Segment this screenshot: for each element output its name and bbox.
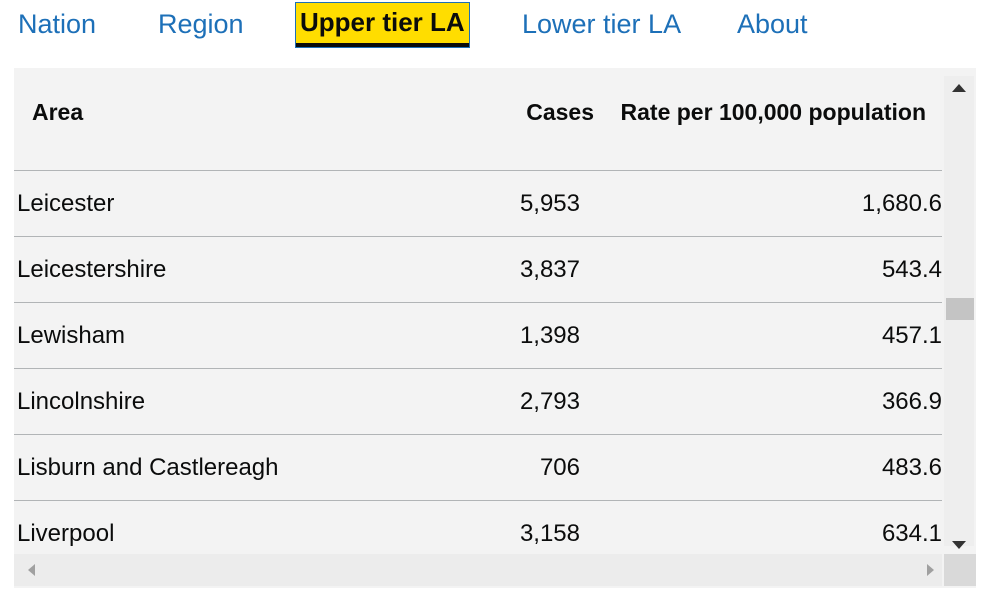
cell-rate: 543.4 bbox=[594, 236, 942, 303]
cell-area: Leicester bbox=[14, 170, 454, 237]
area-type-tabs: Nation Region Upper tier LA Lower tier L… bbox=[0, 0, 1000, 52]
triangle-left-icon[interactable] bbox=[28, 564, 35, 576]
cell-area: Lisburn and Castlereagh bbox=[14, 434, 454, 501]
cell-rate: 457.1 bbox=[594, 302, 942, 369]
cases-table: Area Cases Rate per 100,000 population L… bbox=[14, 68, 942, 546]
column-header-area[interactable]: Area bbox=[14, 68, 454, 171]
table-row: Lewisham 1,398 457.1 bbox=[14, 302, 942, 369]
column-header-cases[interactable]: Cases bbox=[454, 68, 594, 171]
cell-rate: 634.1 bbox=[594, 500, 942, 546]
tab-about[interactable]: About bbox=[737, 9, 808, 39]
triangle-up-icon[interactable] bbox=[952, 84, 966, 92]
table-row: Leicester 5,953 1,680.6 bbox=[14, 170, 942, 237]
cell-cases: 5,953 bbox=[454, 170, 594, 237]
triangle-down-icon[interactable] bbox=[952, 541, 966, 549]
vertical-scrollbar[interactable] bbox=[944, 76, 974, 549]
cases-table-panel: Area Cases Rate per 100,000 population L… bbox=[14, 68, 976, 588]
horizontal-scrollbar[interactable] bbox=[14, 554, 942, 586]
table-row: Lincolnshire 2,793 366.9 bbox=[14, 368, 942, 435]
cell-cases: 3,158 bbox=[454, 500, 594, 546]
cell-cases: 3,837 bbox=[454, 236, 594, 303]
tab-lower-tier-la[interactable]: Lower tier LA bbox=[522, 9, 682, 39]
tab-region[interactable]: Region bbox=[158, 9, 244, 39]
cell-rate: 1,680.6 bbox=[594, 170, 942, 237]
table-row: Leicestershire 3,837 543.4 bbox=[14, 236, 942, 303]
tab-upper-tier-la[interactable]: Upper tier LA bbox=[296, 3, 469, 47]
scrollbar-corner bbox=[944, 554, 976, 586]
cell-cases: 2,793 bbox=[454, 368, 594, 435]
tab-nation[interactable]: Nation bbox=[18, 9, 97, 39]
triangle-right-icon[interactable] bbox=[927, 564, 934, 576]
table-scroll-area[interactable]: Area Cases Rate per 100,000 population L… bbox=[14, 68, 942, 546]
vertical-scroll-thumb[interactable] bbox=[946, 298, 974, 320]
column-header-rate[interactable]: Rate per 100,000 population bbox=[594, 68, 942, 171]
cell-area: Lewisham bbox=[14, 302, 454, 369]
cell-rate: 366.9 bbox=[594, 368, 942, 435]
cell-area: Leicestershire bbox=[14, 236, 454, 303]
cell-area: Lincolnshire bbox=[14, 368, 454, 435]
cell-cases: 706 bbox=[454, 434, 594, 501]
cell-area: Liverpool bbox=[14, 500, 454, 546]
cell-cases: 1,398 bbox=[454, 302, 594, 369]
table-header-row: Area Cases Rate per 100,000 population bbox=[14, 68, 942, 171]
table-row: Liverpool 3,158 634.1 bbox=[14, 500, 942, 546]
table-row: Lisburn and Castlereagh 706 483.6 bbox=[14, 434, 942, 501]
cell-rate: 483.6 bbox=[594, 434, 942, 501]
